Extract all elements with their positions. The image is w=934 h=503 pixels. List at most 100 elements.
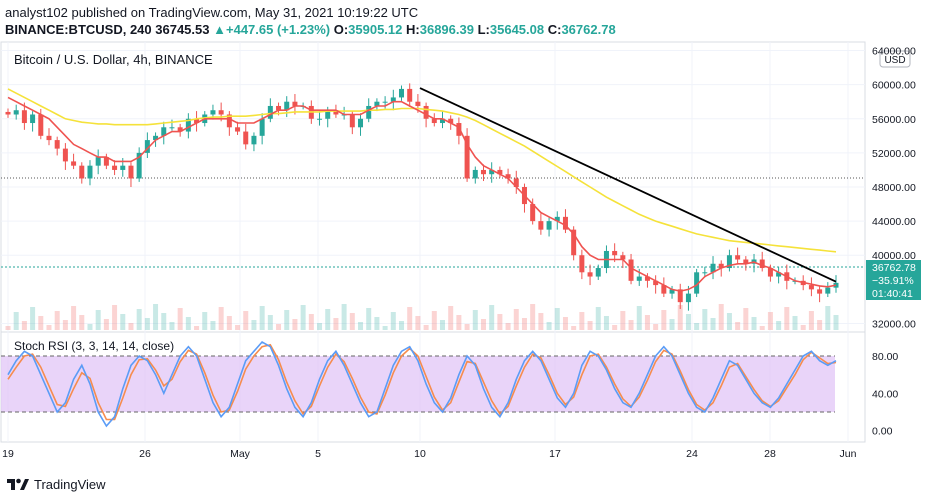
volume-bar bbox=[595, 307, 601, 330]
time-tick-label: 26 bbox=[139, 448, 151, 460]
open-value: 35905.12 bbox=[348, 22, 403, 37]
candle-body bbox=[546, 221, 552, 230]
candle-body bbox=[161, 127, 167, 136]
candle-body bbox=[439, 118, 445, 124]
rsi-tick-label: 0.00 bbox=[872, 426, 893, 438]
volume-bar bbox=[702, 309, 708, 330]
volume-bar bbox=[366, 308, 372, 330]
time-tick-label: May bbox=[230, 448, 251, 460]
candle-body bbox=[685, 293, 691, 303]
currency-button[interactable] bbox=[879, 50, 911, 68]
volume-bar bbox=[505, 323, 511, 330]
candle-body bbox=[54, 140, 60, 149]
candle-body bbox=[95, 157, 101, 166]
price-tick-label: 48000.00 bbox=[872, 182, 916, 194]
volume-bar bbox=[349, 313, 355, 330]
volume-bar bbox=[448, 306, 454, 330]
price-tick-label: 56000.00 bbox=[872, 114, 916, 126]
volume-bar bbox=[308, 314, 314, 330]
time-tick-label: 10 bbox=[414, 448, 426, 460]
volume-bar bbox=[259, 306, 265, 330]
candle-body bbox=[694, 272, 700, 294]
close-label: C: bbox=[547, 22, 562, 37]
volume-bar bbox=[177, 308, 183, 330]
volume-bar bbox=[218, 307, 224, 330]
volume-bar bbox=[677, 305, 683, 330]
volume-bar bbox=[21, 321, 27, 330]
candle-body bbox=[87, 165, 93, 179]
volume-bar bbox=[185, 317, 191, 330]
volume-bar bbox=[439, 320, 445, 330]
volume-bar bbox=[710, 318, 716, 330]
candle-body bbox=[62, 148, 68, 162]
volume-bar bbox=[456, 315, 462, 330]
candle-body bbox=[554, 216, 560, 222]
volume-bar bbox=[661, 310, 667, 330]
volume-bar bbox=[718, 304, 724, 330]
trendline[interactable] bbox=[419, 87, 837, 283]
candle-body bbox=[776, 272, 782, 277]
volume-bar bbox=[489, 305, 495, 330]
price-badge bbox=[866, 260, 921, 300]
candle-body bbox=[735, 255, 741, 260]
price-tick-label: 44000.00 bbox=[872, 216, 916, 228]
rsi-k-line bbox=[7, 340, 837, 428]
volume-bar bbox=[358, 322, 364, 330]
volume-bar bbox=[579, 312, 585, 330]
candle-body bbox=[489, 169, 495, 175]
volume-bar bbox=[62, 320, 68, 330]
candle-body bbox=[825, 287, 831, 294]
candle-body bbox=[71, 161, 77, 166]
volume-bar bbox=[817, 320, 823, 330]
price-change: +447.65 (+1.23%) bbox=[226, 22, 331, 37]
candle-body bbox=[587, 272, 593, 277]
volume-bar bbox=[374, 317, 380, 330]
candle-body bbox=[702, 272, 708, 274]
candle-body bbox=[464, 135, 470, 179]
volume-bar bbox=[226, 316, 232, 330]
low-value: 35645.08 bbox=[489, 22, 545, 37]
candle-body bbox=[30, 114, 36, 124]
chart-area[interactable]: Bitcoin / U.S. Dollar, 4h, BINANCE USD 6… bbox=[0, 40, 934, 474]
candle-body bbox=[103, 157, 109, 166]
candle-body bbox=[112, 165, 118, 170]
candle-body bbox=[46, 135, 52, 141]
candle-body bbox=[562, 216, 568, 230]
candle-body bbox=[636, 276, 642, 281]
candle-body bbox=[13, 110, 19, 115]
volume-bar bbox=[95, 310, 101, 330]
volume-bar bbox=[521, 318, 527, 330]
volume-bar bbox=[603, 316, 609, 330]
low-label: L: bbox=[477, 22, 490, 37]
volume-bar bbox=[13, 312, 19, 330]
volume-bar bbox=[194, 326, 200, 330]
time-axis[interactable]: 19 26 May 5 10 17 24 28 Jun bbox=[2, 448, 856, 460]
volume-bar bbox=[612, 325, 618, 330]
candle-body bbox=[743, 259, 749, 264]
volume-bar bbox=[571, 326, 577, 330]
volume-bar bbox=[653, 324, 659, 330]
symbol-ohlc-line: BINANCE:BTCUSD, 240 36745.53 ▲+447.65 (+… bbox=[5, 22, 616, 37]
price-axis[interactable]: 64000.00 60000.00 56000.00 52000.00 48000.00… bbox=[872, 46, 916, 331]
candle-body bbox=[759, 259, 765, 269]
candle-body bbox=[808, 285, 814, 290]
candle-body bbox=[669, 289, 675, 294]
volume-bar bbox=[800, 325, 806, 330]
candle-body bbox=[267, 105, 273, 119]
rsi-axis[interactable]: 80.00 40.00 0.00 bbox=[872, 351, 898, 438]
candle-body bbox=[612, 250, 618, 256]
high-label: H: bbox=[406, 22, 420, 37]
candle-body bbox=[382, 101, 388, 103]
volume-bar bbox=[587, 321, 593, 330]
volume-bar bbox=[562, 317, 568, 330]
candle-body bbox=[210, 110, 216, 115]
candle-body bbox=[5, 111, 11, 115]
candle-body bbox=[620, 255, 626, 260]
volume-bar bbox=[833, 315, 839, 330]
price-badge-change: −35.91% bbox=[872, 275, 914, 287]
candle-body bbox=[710, 263, 716, 273]
volume-bar bbox=[784, 307, 790, 330]
volume-bar bbox=[644, 315, 650, 330]
pane-title: Bitcoin / U.S. Dollar, 4h, BINANCE bbox=[14, 52, 213, 67]
candle-body bbox=[374, 101, 380, 106]
